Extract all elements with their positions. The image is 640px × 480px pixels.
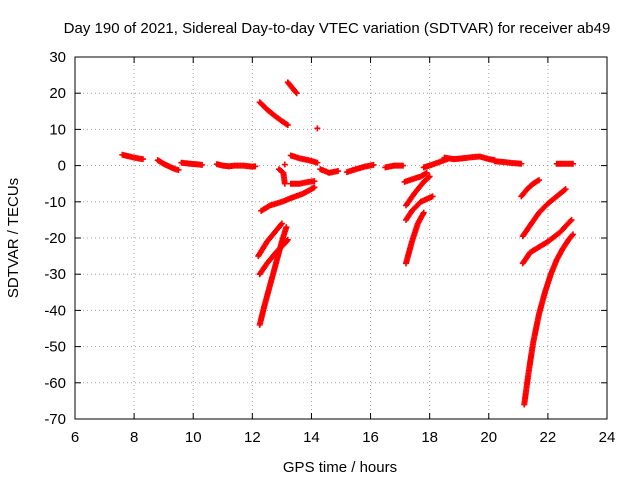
data-point	[311, 178, 318, 185]
data-point	[568, 216, 575, 223]
data-point	[425, 174, 432, 181]
data-point	[293, 90, 300, 97]
data-point	[400, 162, 407, 169]
chart-title: Day 190 of 2021, Sidereal Day-to-day VTE…	[64, 20, 611, 37]
data-point	[561, 187, 568, 194]
y-tick-label: -20	[44, 230, 66, 247]
data-point	[423, 169, 430, 176]
data-point	[175, 166, 182, 173]
x-axis-label: GPS time / hours	[283, 459, 397, 476]
x-tick-label: 18	[421, 429, 438, 446]
data-point	[570, 160, 577, 167]
y-axis-label: SDTVAR / TECUs	[5, 178, 22, 298]
y-tick-label: -10	[44, 194, 66, 211]
data-point	[284, 236, 291, 243]
y-tick-label: 0	[58, 158, 66, 175]
y-tick-label: 30	[49, 49, 66, 66]
data-point	[292, 89, 299, 96]
data-point	[562, 186, 569, 193]
x-tick-label: 22	[540, 429, 557, 446]
data-point	[284, 122, 291, 129]
data-point	[199, 161, 206, 168]
y-tick-label: -40	[44, 302, 66, 319]
data-point	[335, 168, 342, 175]
data-point	[536, 177, 543, 184]
data-point	[426, 173, 433, 180]
data-point	[567, 218, 574, 225]
x-tick-label: 8	[130, 429, 138, 446]
axis-ticks: 6 8 10 12 14 16 18 20 22 24 30 20 10 0 -10 -20 -30 -40 -50…	[44, 49, 615, 446]
data-point	[370, 161, 377, 168]
data-point	[569, 232, 576, 239]
x-tick-label: 14	[303, 429, 320, 446]
data-points	[119, 79, 577, 408]
data-point	[281, 161, 288, 168]
y-tick-label: -50	[44, 339, 66, 356]
x-tick-label: 6	[71, 429, 79, 446]
x-tick-label: 10	[185, 429, 202, 446]
data-point	[278, 220, 285, 227]
data-point	[311, 184, 318, 191]
data-point	[420, 209, 427, 216]
data-point	[429, 193, 436, 200]
data-point	[314, 125, 321, 132]
x-tick-label: 16	[362, 429, 379, 446]
data-point	[314, 159, 321, 166]
data-point	[252, 163, 259, 170]
data-point	[570, 231, 577, 238]
data-point	[283, 224, 290, 231]
x-tick-label: 20	[480, 429, 497, 446]
x-tick-label: 12	[244, 429, 261, 446]
y-tick-label: -60	[44, 375, 66, 392]
data-point	[281, 180, 288, 187]
y-tick-label: -70	[44, 411, 66, 428]
data-point	[518, 160, 525, 167]
data-point	[139, 156, 146, 163]
x-tick-label: 24	[599, 429, 616, 446]
y-tick-label: -30	[44, 266, 66, 283]
y-tick-label: 20	[49, 85, 66, 102]
y-tick-label: 10	[49, 121, 66, 138]
